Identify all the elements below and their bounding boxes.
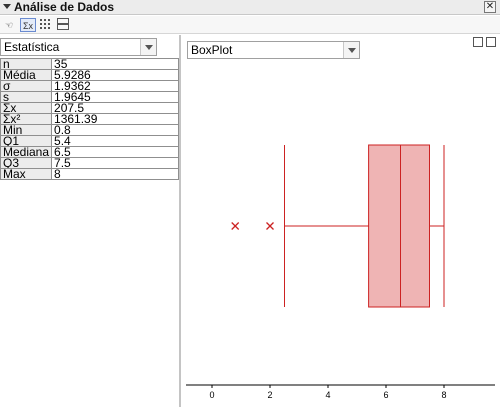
plot-panel: BoxPlot 0 2 4 6 8 — [183, 35, 500, 407]
stat-value: 5.9286 — [51, 69, 179, 81]
stat-label: Q1 — [0, 135, 53, 147]
stats-row: Min 0.8 — [0, 124, 179, 136]
statistics-type-dropdown[interactable]: Estatística — [0, 38, 157, 56]
stat-label: Min — [0, 124, 53, 136]
box-iqr — [368, 144, 431, 308]
title-bar: Análise de Dados ✕ — [0, 0, 500, 15]
x-tick-label: 4 — [325, 390, 330, 400]
close-button[interactable]: ✕ — [484, 1, 496, 13]
stats-row: n 35 — [0, 58, 179, 70]
stats-row: Max 8 — [0, 168, 179, 180]
outlier-point — [231, 222, 240, 230]
stats-row: Q3 7.5 — [0, 157, 179, 169]
stats-row: Mediana 6.5 — [0, 146, 179, 158]
window-title: Análise de Dados — [14, 0, 115, 14]
plot-type-dropdown[interactable]: BoxPlot — [187, 41, 360, 59]
stat-value: 5.4 — [51, 135, 179, 147]
stat-label: s — [0, 91, 53, 103]
x-tick-label: 8 — [441, 390, 446, 400]
boxplot-chart[interactable]: 0 2 4 6 8 — [183, 35, 500, 407]
chevron-down-icon — [343, 42, 359, 58]
hand-tool-icon[interactable]: ☜ — [4, 20, 14, 30]
stat-value: 1361.39 — [51, 113, 179, 125]
x-tick-label: 6 — [383, 390, 388, 400]
stat-label: Max — [0, 168, 53, 180]
statistics-type-value: Estatística — [4, 40, 60, 54]
stats-row: Q1 5.4 — [0, 135, 179, 147]
stats-row: s 1.9645 — [0, 91, 179, 103]
stat-label: Σx — [0, 102, 53, 114]
two-plots-layout-icon[interactable] — [56, 18, 70, 32]
stat-value: 6.5 — [51, 146, 179, 158]
export-plot-icon[interactable] — [486, 37, 496, 47]
stats-row: Σx² 1361.39 — [0, 113, 179, 125]
stat-label: Q3 — [0, 157, 53, 169]
statistics-panel: Estatística n 35 Média 5.9286 σ 1.9362 s 1.9645… — [0, 35, 181, 407]
data-source-icon[interactable] — [39, 18, 53, 32]
stat-value: 8 — [51, 168, 179, 180]
stat-value: 1.9645 — [51, 91, 179, 103]
stat-label: Σx² — [0, 113, 53, 125]
plot-type-value: BoxPlot — [191, 43, 233, 57]
stat-value: 35 — [51, 58, 179, 70]
stat-label: Mediana — [0, 146, 53, 158]
outlier-point — [266, 222, 274, 230]
stat-label: n — [0, 58, 53, 70]
stat-value: 0.8 — [51, 124, 179, 136]
stat-value: 1.9362 — [51, 80, 179, 92]
sigma-x-label: Σx — [22, 21, 34, 31]
stats-row: Média 5.9286 — [0, 69, 179, 81]
stat-value: 207.5 — [51, 102, 179, 114]
stat-label: Média — [0, 69, 53, 81]
expand-plot-icon[interactable] — [473, 37, 483, 47]
stats-row: Σx 207.5 — [0, 102, 179, 114]
stats-row: σ 1.9362 — [0, 80, 179, 92]
x-tick-label: 0 — [209, 390, 214, 400]
collapse-triangle-icon[interactable] — [3, 4, 11, 9]
stat-value: 7.5 — [51, 157, 179, 169]
chevron-down-icon — [140, 39, 156, 55]
statistics-table: n 35 Média 5.9286 σ 1.9362 s 1.9645 Σx 207.5 Σx² 13… — [0, 58, 179, 180]
statistics-toggle-button[interactable]: Σx — [20, 18, 36, 32]
toolbar: ☜ Σx — [0, 16, 500, 34]
x-tick-label: 2 — [267, 390, 272, 400]
stat-label: σ — [0, 80, 53, 92]
